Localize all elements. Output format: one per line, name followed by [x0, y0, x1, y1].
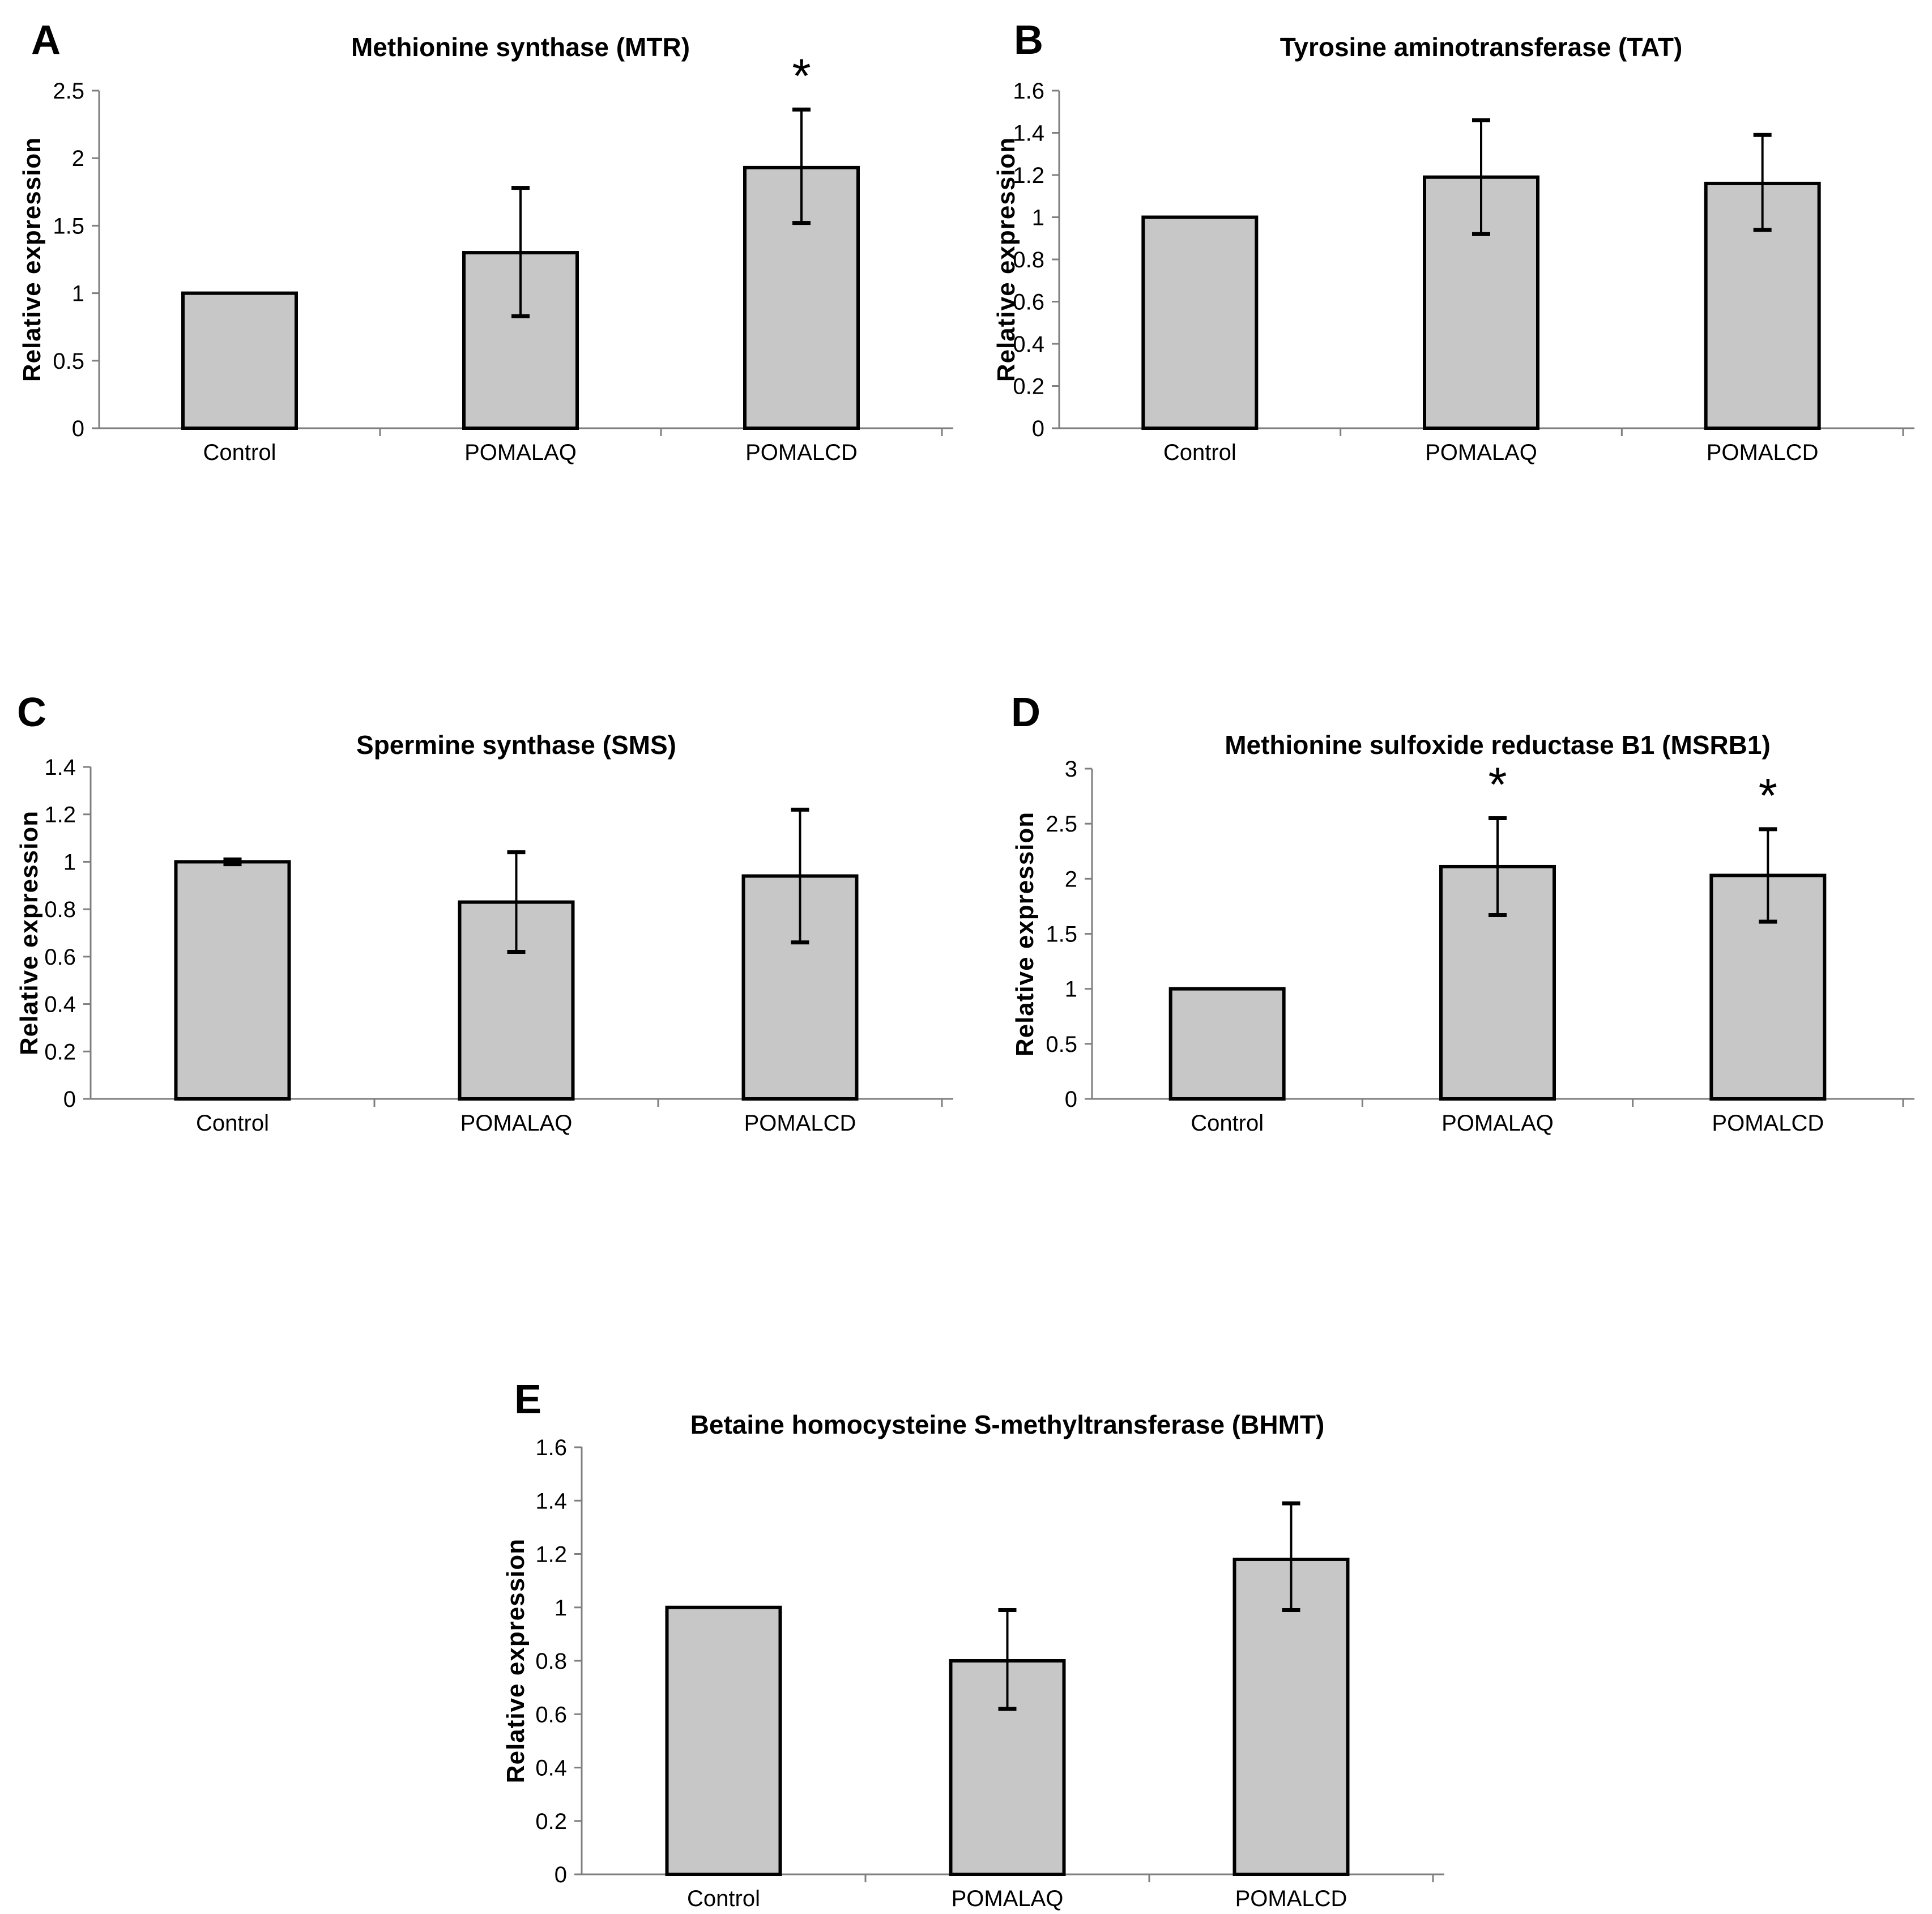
category-label: POMALCD — [1707, 440, 1819, 465]
y-tick-label: 2.5 — [1046, 812, 1077, 837]
y-tick-label: 0.2 — [44, 1039, 76, 1064]
panel-b: B Tyrosine aminotransferase (TAT) Relati… — [966, 0, 1932, 538]
y-tick-label: 0 — [72, 416, 84, 441]
y-tick-label: 1.6 — [1013, 79, 1044, 104]
panel-e-chart: 0 0.2 0.4 0.6 0.8 1 1.2 1.4 1.6 Control POMALAQ POM… — [535, 1435, 1444, 1911]
category-label: Control — [196, 1111, 269, 1136]
panel-e-title: Betaine homocysteine S-methyltransferase… — [690, 1410, 1325, 1439]
y-tick-label: 1.6 — [535, 1435, 567, 1460]
panel-d-title: Methionine sulfoxide reductase B1 (MSRB1… — [1225, 730, 1771, 760]
panel-e: E Betaine homocysteine S-methyltransfera… — [481, 1376, 1479, 1914]
y-tick-label: 1.4 — [44, 755, 76, 780]
bar — [1141, 215, 1259, 430]
y-tick-label: 0.2 — [1013, 374, 1044, 399]
y-tick-label: 2 — [1065, 867, 1077, 892]
y-tick-label: 1.5 — [53, 214, 84, 238]
significance-asterisk: * — [1488, 758, 1507, 812]
y-tick-label: 0.5 — [53, 349, 84, 374]
panel-c-letter: C — [17, 690, 46, 735]
y-tick-label: 0.4 — [44, 992, 76, 1017]
y-tick-label: 0.8 — [535, 1649, 567, 1674]
panel-d: D Methionine sulfoxide reductase B1 (MSR… — [966, 668, 1932, 1207]
y-tick-label: 2 — [72, 146, 84, 171]
y-tick-label: 0.8 — [1013, 248, 1044, 272]
panel-c-title: Spermine synthase (SMS) — [356, 730, 676, 760]
y-tick-label: 0 — [1032, 416, 1044, 441]
category-label: POMALAQ — [464, 440, 577, 465]
y-tick-label: 1 — [1065, 977, 1077, 1002]
y-tick-label: 0 — [1065, 1087, 1077, 1112]
category-label: POMALAQ — [952, 1886, 1064, 1911]
panel-d-letter: D — [1011, 690, 1040, 735]
category-label: POMALCD — [1235, 1886, 1347, 1911]
y-tick-label: 0.4 — [535, 1756, 567, 1781]
y-tick-label: 0.6 — [44, 945, 76, 970]
y-tick-label: 1.5 — [1046, 922, 1077, 947]
y-tick-label: 0.4 — [1013, 332, 1044, 357]
y-tick-label: 1 — [555, 1596, 567, 1621]
y-tick-label: 1 — [72, 282, 84, 306]
panel-c-chart: 0 0.2 0.4 0.6 0.8 1 1.2 1.4 Control POMALAQ POMALC… — [44, 755, 953, 1136]
y-tick-label: 0.2 — [535, 1809, 567, 1834]
category-label: Control — [203, 440, 276, 465]
y-tick-label: 2.5 — [53, 79, 84, 104]
y-tick-label: 1.4 — [1013, 121, 1044, 146]
y-tick-label: 3 — [1065, 757, 1077, 782]
category-label: POMALAQ — [1425, 440, 1537, 465]
panel-d-chart: 0 0.5 1 1.5 2 2.5 3 Control POMALAQ * POMALCD * — [1046, 757, 1914, 1136]
category-label: Control — [1163, 440, 1236, 465]
y-tick-label: 0 — [63, 1087, 76, 1112]
bar — [174, 860, 291, 1101]
category-label: POMALAQ — [460, 1111, 573, 1136]
y-tick-label: 1.2 — [1013, 163, 1044, 188]
significance-asterisk: * — [792, 49, 811, 103]
panel-b-chart: 0 0.2 0.4 0.6 0.8 1 1.2 1.4 1.6 Control POMALAQ POM… — [1013, 79, 1914, 465]
significance-asterisk: * — [1759, 769, 1777, 823]
bar — [665, 1605, 782, 1876]
y-tick-label: 0 — [555, 1862, 567, 1887]
panel-b-letter: B — [1014, 18, 1043, 63]
category-label: POMALAQ — [1441, 1111, 1554, 1136]
panel-a: A Methionine synthase (MTR) Relative exp… — [0, 0, 966, 538]
category-label: Control — [687, 1886, 760, 1911]
y-tick-label: 1 — [63, 850, 76, 875]
y-tick-label: 1.2 — [535, 1542, 567, 1567]
panel-a-letter: A — [31, 18, 61, 63]
category-label: POMALCD — [745, 440, 858, 465]
category-label: POMALCD — [1712, 1111, 1824, 1136]
y-tick-label: 0.6 — [1013, 290, 1044, 315]
panel-b-title: Tyrosine aminotransferase (TAT) — [1280, 32, 1683, 62]
y-tick-label: 1 — [1032, 206, 1044, 231]
y-tick-label: 1.2 — [44, 803, 76, 828]
category-label: POMALCD — [744, 1111, 856, 1136]
y-tick-label: 0.6 — [535, 1702, 567, 1727]
y-tick-label: 0.5 — [1046, 1032, 1077, 1057]
bar — [181, 291, 298, 430]
category-label: Control — [1191, 1111, 1264, 1136]
panel-c: C Spermine synthase (SMS) Relative expre… — [0, 668, 966, 1207]
panel-a-chart: 0 0.5 1 1.5 2 2.5 Control POMALAQ POMALCD * — [53, 49, 953, 465]
panel-e-letter: E — [514, 1377, 542, 1422]
bar — [1168, 987, 1286, 1101]
y-tick-label: 0.8 — [44, 897, 76, 922]
panel-a-title: Methionine synthase (MTR) — [351, 32, 690, 62]
y-tick-label: 1.4 — [535, 1489, 567, 1514]
